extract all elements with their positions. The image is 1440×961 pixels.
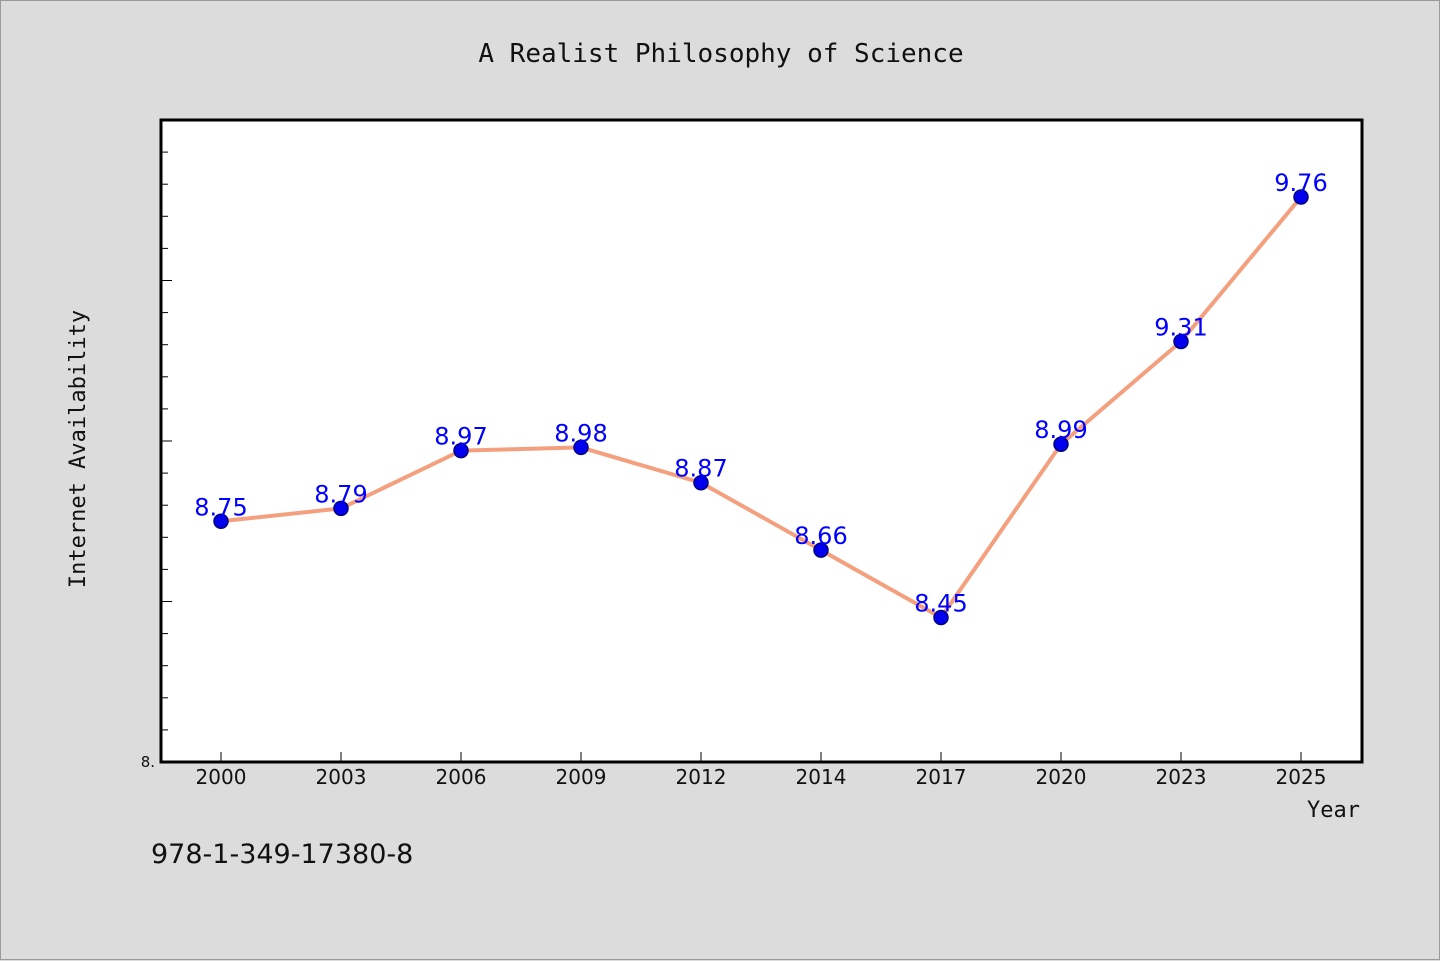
isbn-footnote: 978-1-349-17380-8 (151, 839, 413, 870)
data-point-marker (573, 439, 589, 456)
data-point-marker (1053, 436, 1069, 452)
x-tick-label: 2009 (556, 765, 607, 789)
data-point-marker (693, 474, 709, 491)
x-tick-label: 2006 (436, 765, 487, 789)
x-tick-label: 2017 (916, 765, 967, 789)
data-value-label: 8.87 (674, 455, 727, 483)
data-value-label: 8.99 (1034, 416, 1087, 444)
data-value-label: 8.75 (194, 493, 247, 521)
data-value-label: 8.97 (434, 423, 487, 451)
x-tick-label: 2003 (316, 765, 367, 789)
data-value-label: 8.79 (314, 480, 367, 508)
data-points (213, 189, 1309, 626)
data-labels: 8.75 8.79 8.97 8.98 8.87 8.66 8.45 8.99 9.31 9.76 (194, 169, 1327, 618)
y-axis-label: Internet Availability (66, 310, 91, 588)
chart-title: A Realist Philosophy of Science (478, 39, 963, 69)
series-line-group (219, 195, 1303, 620)
x-tick-label: 2000 (196, 765, 247, 789)
x-tick-label: 2023 (1156, 765, 1207, 789)
data-point-marker (813, 542, 829, 558)
data-point-marker (933, 609, 949, 626)
y-axis-ticks: 8. (141, 119, 172, 771)
data-point-marker (1173, 333, 1189, 350)
data-point-marker (453, 442, 469, 459)
data-value-label: 8.45 (914, 590, 967, 618)
data-value-label: 8.98 (554, 419, 607, 447)
data-point-marker (333, 500, 349, 517)
x-axis-ticks: 2000 2003 2006 2009 2012 2014 2017 2020 2023 2025 (196, 752, 1327, 789)
data-value-label: 8.66 (794, 522, 847, 550)
plot-area (159, 118, 1364, 764)
data-value-label: 9.76 (1274, 169, 1327, 197)
data-point-marker (213, 513, 229, 529)
x-tick-label: 2014 (796, 765, 847, 789)
x-tick-label: 2012 (676, 765, 727, 789)
y-tick-label: 8. (141, 753, 155, 771)
series-line (219, 195, 1303, 620)
x-axis-label: Year (1307, 798, 1360, 823)
data-value-label: 9.31 (1154, 313, 1207, 341)
x-tick-label: 2020 (1036, 765, 1087, 789)
data-point-marker (1293, 189, 1309, 205)
x-tick-label: 2025 (1276, 765, 1327, 789)
